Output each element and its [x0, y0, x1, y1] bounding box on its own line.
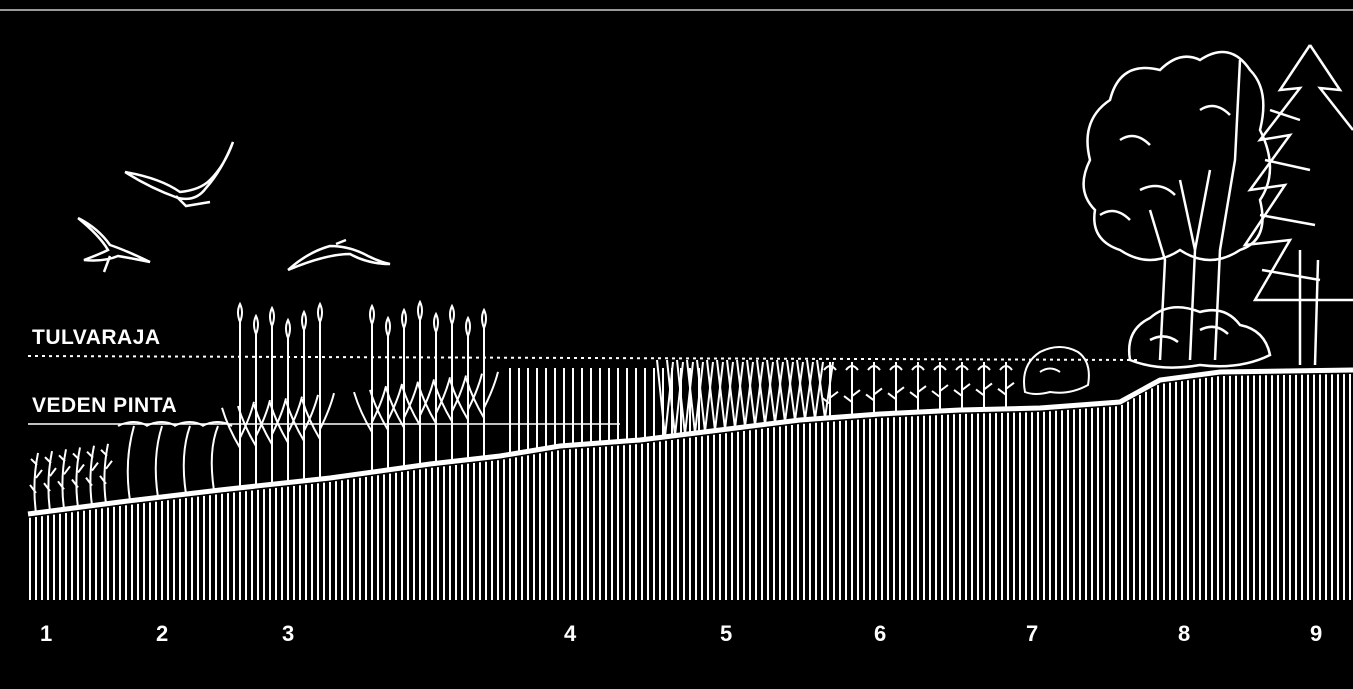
flood-limit-label: TULVARAJA	[32, 326, 161, 349]
soil-hatching	[29, 374, 1351, 600]
reed-icon	[237, 313, 271, 487]
water-plant-icon	[953, 362, 971, 410]
reed-icon	[746, 359, 764, 426]
reed-icon	[221, 301, 255, 488]
water-plant-icon	[887, 362, 905, 414]
shrub-icon	[1023, 346, 1090, 395]
zone-number: 7	[1026, 621, 1039, 646]
reed-icon	[385, 307, 419, 468]
bird-icon	[77, 216, 151, 273]
water-plant-icon	[43, 450, 57, 512]
reed-icon	[786, 359, 804, 421]
water-plant-icon	[99, 443, 113, 504]
reed-icon	[269, 317, 303, 483]
water-plant-icon	[931, 362, 949, 411]
zone-number: 1	[40, 621, 53, 646]
reed-icon	[285, 309, 319, 481]
bird-icon	[124, 141, 235, 208]
zone-number: 6	[874, 621, 887, 646]
water-plant-icon	[71, 447, 85, 508]
reed-icon	[716, 359, 734, 430]
reed-icon	[696, 359, 714, 432]
water-surface-label: VEDEN PINTA	[32, 394, 178, 417]
reed-icon	[756, 359, 774, 425]
zone-number: 2	[156, 621, 169, 646]
reed-icon	[449, 315, 483, 460]
deciduous-tree-icon	[1082, 50, 1272, 361]
zone-number: 8	[1178, 621, 1191, 646]
reed-icon	[776, 359, 794, 423]
reed-icon	[766, 359, 784, 424]
reed-icon	[301, 301, 335, 480]
reed-icon	[433, 303, 467, 462]
zone-number: 5	[720, 621, 733, 646]
water-plant-icon	[975, 362, 993, 410]
water-plant-icon	[997, 362, 1015, 409]
water-plant-icon	[29, 452, 43, 514]
reed-icon	[666, 359, 684, 436]
zone-number: 9	[1310, 621, 1323, 646]
reed-icon	[806, 359, 824, 420]
reed-icon	[465, 307, 499, 458]
reed-icon	[353, 303, 387, 473]
reed-icon	[656, 359, 674, 437]
water-plant-icon	[843, 362, 861, 417]
reed-icon	[676, 359, 694, 435]
water-plant-icon	[865, 362, 883, 415]
water-plant-icon	[117, 421, 149, 501]
reed-icon	[686, 359, 704, 434]
reed-icon	[369, 315, 403, 470]
water-plant-icon	[201, 421, 233, 491]
zone-number: 3	[282, 621, 295, 646]
water-plant-icon	[821, 362, 839, 418]
water-plant-icon	[909, 362, 927, 413]
ground-profile-line	[27, 367, 1353, 517]
spruce-tree-icon	[1242, 44, 1353, 366]
water-plant-icon	[85, 445, 99, 506]
reed-icon	[736, 359, 754, 427]
reed-icon	[796, 359, 814, 420]
water-plant-icon	[57, 449, 71, 510]
reed-icon	[417, 311, 451, 464]
reed-icon	[706, 359, 724, 431]
water-plant-icon	[173, 421, 205, 495]
water-plant-icon	[145, 421, 177, 498]
reed-icon	[253, 305, 287, 485]
zone-number: 4	[564, 621, 577, 646]
reed-icon	[401, 299, 435, 466]
shrub-icon	[1127, 305, 1272, 369]
reed-icon	[726, 359, 744, 429]
bird-icon	[287, 238, 391, 272]
flood-limit-line	[27, 355, 1141, 361]
shore-vegetation	[29, 299, 1015, 514]
